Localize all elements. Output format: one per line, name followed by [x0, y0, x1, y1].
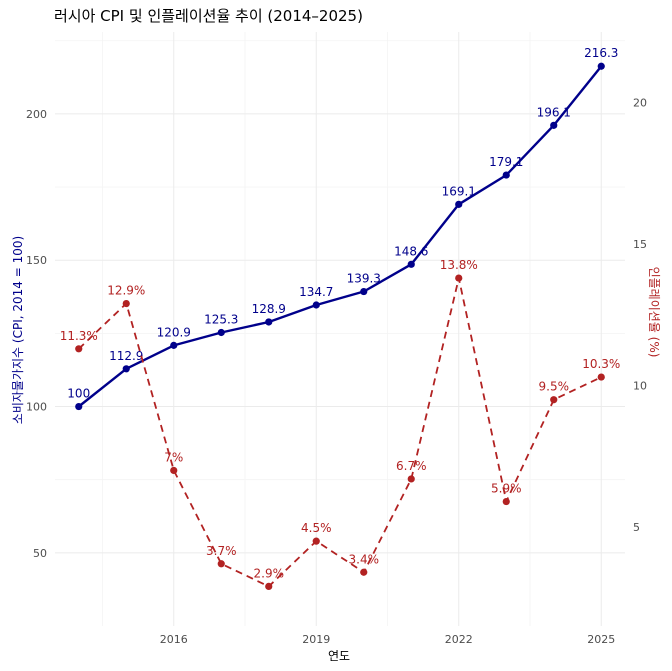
cpi-data-label: 169.1 — [442, 184, 476, 198]
x-tick-label: 2016 — [160, 633, 188, 646]
inflation-point — [407, 475, 415, 483]
inflation-point — [75, 345, 83, 353]
y-right-tick-label: 10 — [633, 380, 647, 393]
y-left-tick-label: 50 — [33, 547, 47, 560]
cpi-data-label: 134.7 — [299, 285, 333, 299]
chart-title: 러시아 CPI 및 인플레이션율 추이 (2014–2025) — [54, 7, 363, 25]
inflation-point — [550, 396, 558, 404]
inflation-data-label: 3.7% — [206, 544, 237, 558]
cpi-data-label: 196.1 — [537, 105, 571, 119]
cpi-series: 100 112.9 120.9 125.3 128.9 134.7 139.3 148.6 16… — [67, 46, 618, 411]
cpi-point — [502, 171, 510, 179]
y-left-tick-label: 100 — [26, 401, 47, 414]
inflation-data-label: 10.3% — [582, 357, 620, 371]
x-tick-label: 2022 — [445, 633, 473, 646]
inflation-point — [597, 373, 605, 381]
inflation-data-label: 6.7% — [396, 459, 427, 473]
inflation-data-label: 9.5% — [539, 380, 570, 394]
cpi-point — [407, 260, 415, 268]
cpi-data-label: 120.9 — [157, 325, 191, 339]
inflation-point — [265, 582, 273, 591]
inflation-data-label: 7% — [164, 450, 183, 464]
y-right-tick-label: 15 — [633, 238, 647, 251]
cpi-line — [78, 65, 603, 408]
inflation-point — [360, 568, 368, 576]
y-axis-left-title: 소비자물가지수 (CPI, 2014 = 100) — [11, 236, 25, 424]
y-right-tick-label: 20 — [633, 97, 647, 110]
cpi-data-label: 100 — [67, 387, 90, 401]
cpi-point — [217, 328, 225, 337]
grid — [55, 32, 625, 626]
cpi-point — [75, 402, 83, 411]
inflation-series: 11.3% 12.9% 7% 3.7% 2.9% 4.5% 3.4% 6.7% 13.8% 5.9… — [60, 258, 620, 591]
inflation-point — [122, 299, 130, 308]
x-tick-label: 2025 — [587, 633, 615, 646]
cpi-data-label: 179.1 — [489, 155, 523, 169]
inflation-point — [455, 274, 463, 282]
cpi-point — [170, 341, 178, 349]
cpi-point — [312, 301, 320, 309]
inflation-data-label: 4.5% — [301, 521, 332, 535]
x-tick-label: 2019 — [302, 633, 330, 646]
cpi-point — [455, 200, 463, 208]
inflation-point — [502, 497, 510, 506]
inflation-line — [78, 277, 602, 588]
inflation-data-label: 11.3% — [60, 329, 98, 343]
cpi-point — [597, 62, 605, 70]
y-axis-right-title: 인플레이션율 (%) — [647, 267, 661, 358]
inflation-point — [217, 560, 225, 568]
inflation-data-label: 12.9% — [107, 284, 145, 298]
x-axis-title: 연도 — [328, 649, 350, 663]
cpi-point — [360, 287, 368, 296]
cpi-data-label: 216.3 — [584, 46, 618, 60]
cpi-data-label: 148.6 — [394, 244, 428, 258]
cpi-point — [265, 318, 273, 326]
inflation-data-label: 3.4% — [349, 552, 380, 566]
y-left-tick-label: 150 — [26, 254, 47, 267]
inflation-point — [312, 537, 320, 545]
y-right-tick-label: 5 — [633, 521, 640, 534]
cpi-data-label: 112.9 — [109, 349, 143, 363]
inflation-data-label: 2.9% — [254, 566, 285, 580]
inflation-point — [170, 466, 178, 475]
cpi-point — [550, 121, 558, 129]
cpi-data-label: 128.9 — [252, 302, 286, 316]
inflation-data-label: 13.8% — [440, 258, 478, 272]
cpi-point — [122, 365, 130, 373]
axes: 2016 2019 2022 2025 50 100 150 200 5 10 15 20 — [26, 97, 647, 646]
cpi-data-label: 125.3 — [204, 313, 238, 327]
inflation-data-label: 5.9% — [491, 482, 522, 496]
y-left-tick-label: 200 — [26, 108, 47, 121]
cpi-data-label: 139.3 — [347, 272, 381, 286]
